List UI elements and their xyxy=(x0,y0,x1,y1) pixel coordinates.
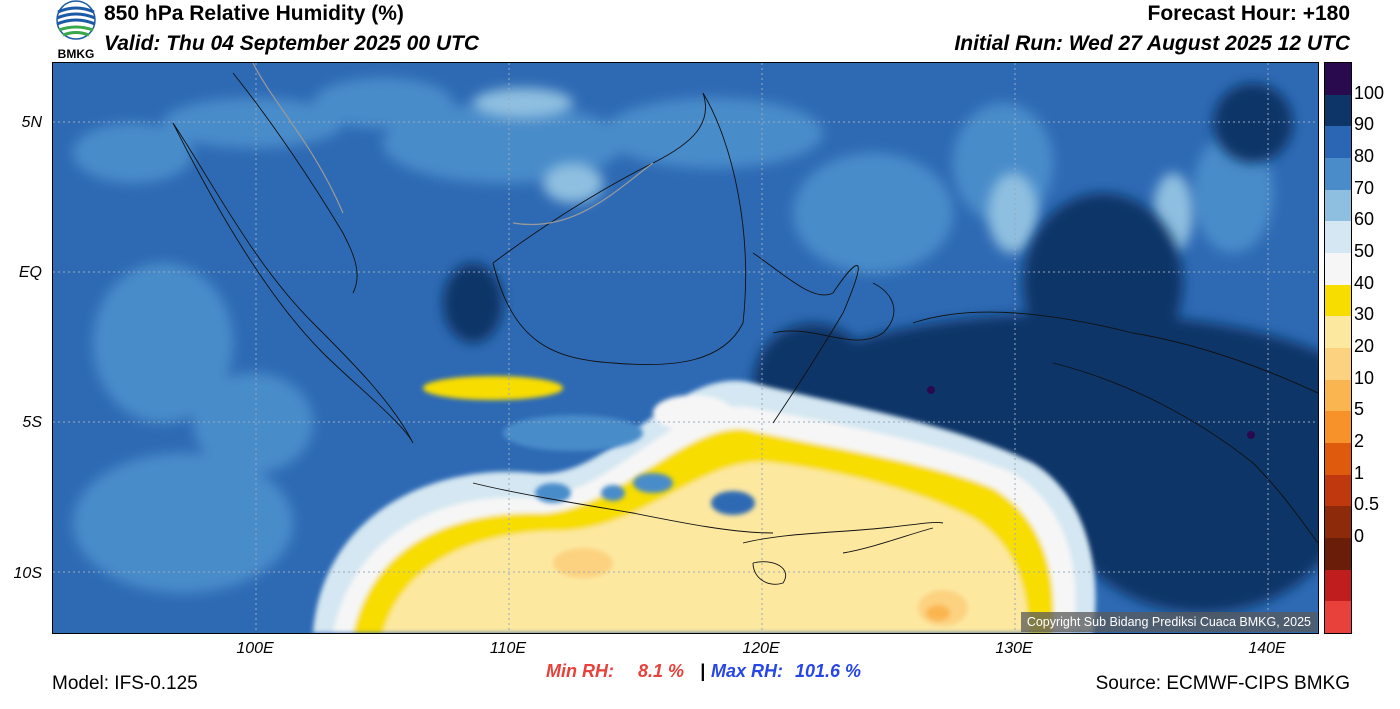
colorbar-segment xyxy=(1325,601,1351,634)
colorbar-label: 0.5 xyxy=(1354,494,1380,515)
x-tick-140e: 140E xyxy=(1248,640,1286,657)
rh-100-spots xyxy=(927,386,1255,439)
colorbar-label: 5 xyxy=(1354,399,1365,420)
border-line xyxy=(512,162,654,226)
bmkg-logo: BMKG xyxy=(56,0,96,60)
stats-separator: | xyxy=(700,661,706,681)
svg-text:BMKG: BMKG xyxy=(58,47,95,60)
x-tick-100e: 100E xyxy=(236,640,274,657)
java-sea-patches xyxy=(503,415,755,515)
y-tick-5s: 5S xyxy=(22,414,42,431)
model-label: Model: IFS-0.125 xyxy=(52,673,198,694)
colorbar-segment xyxy=(1325,474,1351,507)
colorbar-segment xyxy=(1325,63,1351,96)
colorbar-segment xyxy=(1325,316,1351,349)
border-line xyxy=(252,63,344,214)
colorbar-segment xyxy=(1325,284,1351,317)
colorbar-segment xyxy=(1325,94,1351,127)
colorbar-segment xyxy=(1325,538,1351,571)
forecast-hour: Forecast Hour: +180 xyxy=(1147,2,1351,25)
colorbar-label: 2 xyxy=(1354,431,1365,451)
colorbar-label: 80 xyxy=(1354,146,1375,166)
colorbar-label: 1 xyxy=(1354,462,1365,483)
colorbar-segment xyxy=(1325,158,1351,191)
source-label: Source: ECMWF-CIPS BMKG xyxy=(1095,673,1350,694)
chart-title: 850 hPa Relative Humidity (%) xyxy=(104,2,404,25)
copyright-notice: Copyright Sub Bidang Prediksi Cuaca BMKG… xyxy=(1020,612,1317,632)
x-tick-130e: 130E xyxy=(995,640,1033,657)
humidity-map: Copyright Sub Bidang Prediksi Cuaca BMKG… xyxy=(52,62,1319,634)
y-tick-5n: 5N xyxy=(21,114,42,131)
valid-time: Valid: Thu 04 September 2025 00 UTC xyxy=(104,32,480,55)
colorbar-segment xyxy=(1325,221,1351,254)
colorbar-segment xyxy=(1325,379,1351,412)
y-tick-10s: 10S xyxy=(13,565,42,582)
colorbar-segment xyxy=(1325,411,1351,444)
initial-run: Initial Run: Wed 27 August 2025 12 UTC xyxy=(954,32,1350,55)
colorbar-label: 20 xyxy=(1354,336,1375,356)
colorbar-segment xyxy=(1325,569,1351,602)
colorbar-segment xyxy=(1325,506,1351,539)
y-tick-eq: EQ xyxy=(18,264,42,281)
colorbar-label: 60 xyxy=(1354,209,1375,230)
graticule xyxy=(53,63,1318,633)
x-tick-120e: 120E xyxy=(742,640,780,657)
colorbar-segment xyxy=(1325,348,1351,381)
max-rh-label: Max RH: xyxy=(711,661,784,681)
colorbar-segment xyxy=(1325,126,1351,159)
colorbar-label: 50 xyxy=(1354,241,1375,261)
colorbar-label: 70 xyxy=(1354,177,1375,198)
colorbar-label: 100 xyxy=(1354,82,1385,103)
colorbar-label: 30 xyxy=(1354,304,1375,325)
coastlines xyxy=(172,72,1318,585)
colorbar-label: 0 xyxy=(1354,526,1365,546)
colorbar-label: 90 xyxy=(1354,114,1375,135)
colorbar-label: 10 xyxy=(1354,367,1375,388)
colorbar xyxy=(1324,62,1352,634)
min-rh-label: Min RH: xyxy=(546,661,614,681)
colorbar-label: 40 xyxy=(1354,272,1375,293)
colorbar-segment xyxy=(1325,443,1351,476)
colorbar-segment xyxy=(1325,253,1351,286)
x-tick-110e: 110E xyxy=(489,640,527,657)
humidity-field xyxy=(53,63,1318,633)
min-rh-value: 8.1 % xyxy=(638,661,685,681)
max-rh-value: 101.6 % xyxy=(795,661,862,681)
colorbar-segment xyxy=(1325,189,1351,222)
